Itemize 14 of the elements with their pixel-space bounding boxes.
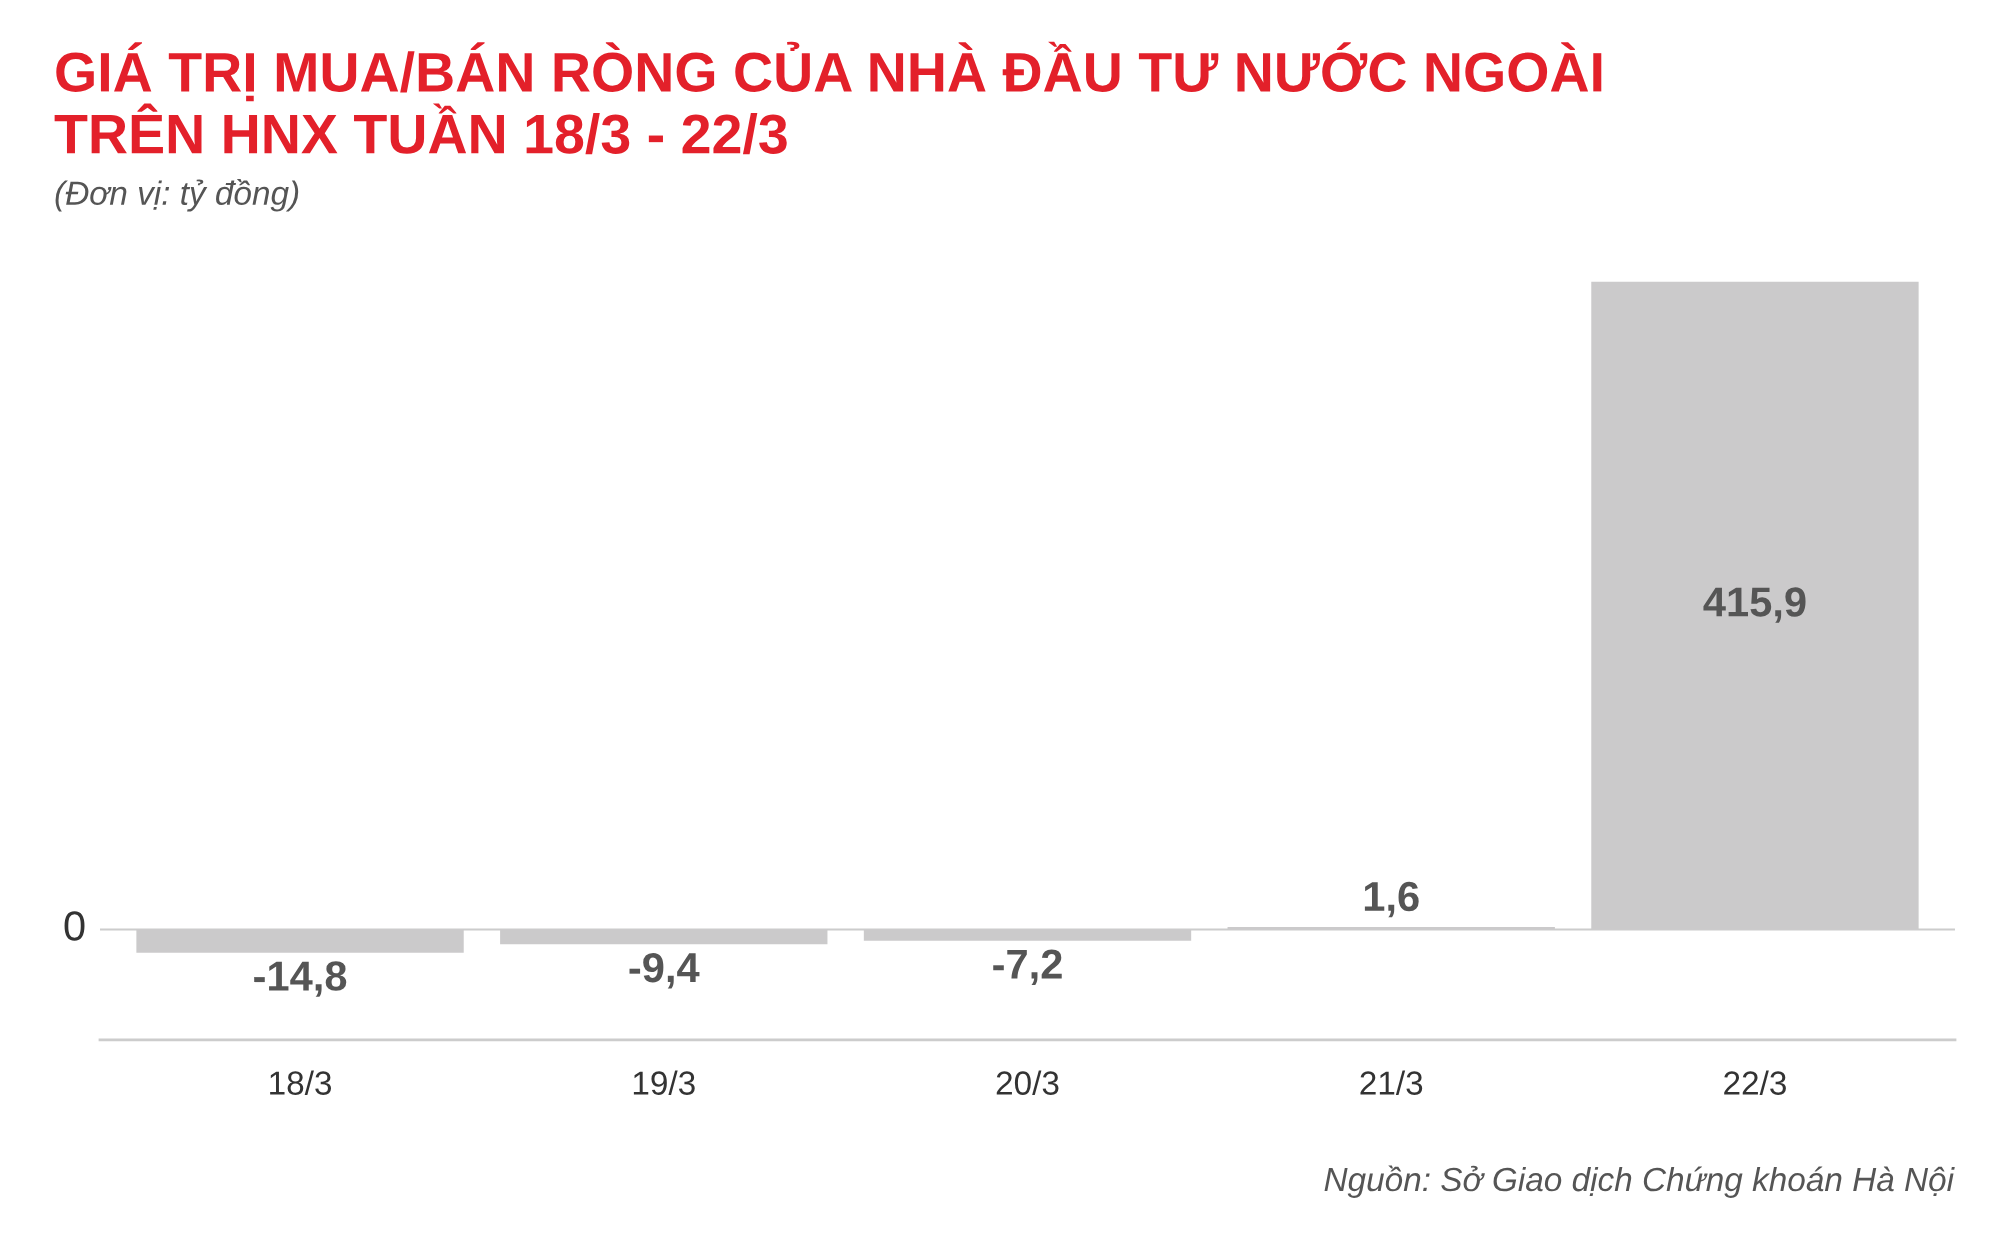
x-tick-label: 19/3 bbox=[633, 1070, 695, 1095]
text: Nguồn: Sở Giao dịch Chứng khoán Hà Nội bbox=[1324, 1165, 1955, 1198]
data-label: -9,4 bbox=[629, 952, 700, 989]
data-label: -14,8 bbox=[254, 961, 347, 997]
x-tick-label: 21/3 bbox=[1360, 1070, 1423, 1095]
chart-subtitle: (Đơn vị: tỷ đồng) bbox=[55, 179, 299, 212]
chart-title: GIÁ TRỊ MUA/BÁN RÒNG CỦA NHÀ ĐẦU TƯ NƯỚC NGOÀI TRÊN HNX TUẦN 18/3 - 22/3 bbox=[54, 41, 1602, 155]
data-label: 415,9 bbox=[1703, 587, 1806, 623]
x-tick-label: 20/3 bbox=[996, 1070, 1059, 1095]
x-tick-label: 18/3 bbox=[270, 1070, 332, 1095]
x-tick-label: 22/3 bbox=[1724, 1070, 1786, 1095]
data-label: -7,2 bbox=[993, 949, 1062, 986]
data-label: 1,6 bbox=[1364, 881, 1419, 918]
ref-line-label: 0 bbox=[64, 911, 85, 941]
